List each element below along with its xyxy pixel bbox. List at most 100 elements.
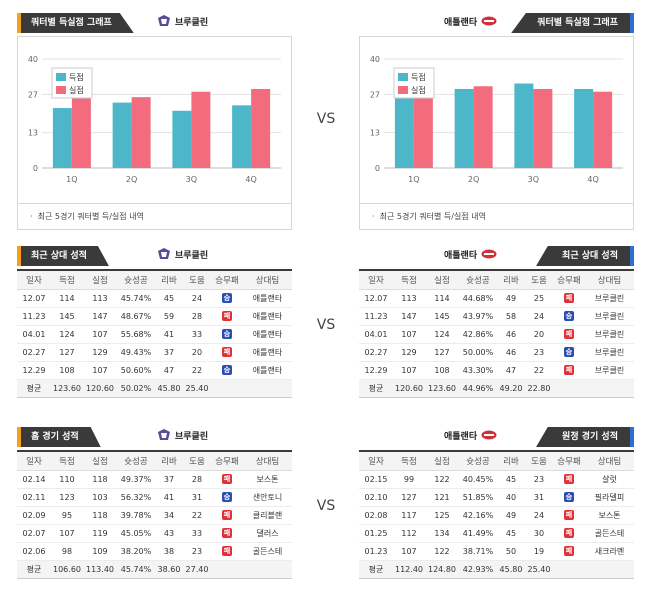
- home-header-6: 승무패: [211, 450, 243, 471]
- atlanta-logo-icon: [481, 249, 497, 259]
- average-row: 평균 120.60 123.60 44.96% 49.20 22.80: [359, 379, 634, 398]
- chart-note-text-left: 최근 5경기 쿼터별 득/실점 내역: [37, 212, 144, 221]
- x-tick-label: 4Q: [245, 175, 256, 184]
- bar-allowed: [191, 91, 211, 168]
- legend-label: 득점: [69, 72, 84, 82]
- recent-left-header-5: 도움: [183, 269, 211, 290]
- table-cell: 122: [425, 542, 459, 561]
- away-title: 원정 경기 성적: [536, 427, 634, 447]
- chart-panel-right: 애틀랜타 쿼터별 득실점 그래프 0 13 27 40 1Q 2Q 3Q 4Q 득점 실점 · 최…: [359, 10, 634, 230]
- table-cell: 12.29: [17, 361, 51, 380]
- table-cell: 45: [497, 524, 525, 543]
- recent-right-header-5: 도움: [525, 269, 553, 290]
- home-header-0: 일자: [17, 450, 51, 471]
- table-cell: 41: [155, 488, 183, 507]
- table-cell: 12.07: [17, 289, 51, 308]
- table-cell: 41: [155, 325, 183, 344]
- bar-score: [52, 108, 72, 168]
- lose-badge: 패: [564, 365, 574, 375]
- recent-right-header-4: 리바: [497, 269, 525, 290]
- table-cell: 애틀랜타: [243, 325, 292, 344]
- table-cell: 127: [425, 343, 459, 362]
- home-team-name: 브루클린: [175, 432, 209, 442]
- table-cell: 23: [525, 343, 553, 362]
- table-cell: 125: [425, 506, 459, 525]
- table-cell: 39.78%: [117, 506, 155, 525]
- table-cell: 33: [183, 524, 211, 543]
- average-cell: 106.60: [51, 560, 83, 579]
- vs-label-charts: VS: [316, 111, 336, 127]
- home-header-3: 슛성공: [117, 450, 155, 471]
- table-cell: 24: [525, 307, 553, 326]
- recent-table-left: 일자 득점 실점 슛성공 리바 도움 승무패 상대팀 12.07 114 113 45.74% 45 24…: [17, 269, 292, 398]
- table-cell: 114: [425, 289, 459, 308]
- x-tick-label: 3Q: [528, 175, 539, 184]
- table-row: 04.01 124 107 55.68% 41 33 승 애틀랜타: [17, 325, 292, 344]
- recent-header-left: 최근 상대 성적 브루클린: [17, 243, 292, 269]
- table-cell: 30: [525, 524, 553, 543]
- legend-label: 실점: [411, 85, 426, 95]
- average-row: 평균 106.60 113.40 45.74% 38.60 27.40: [17, 560, 292, 579]
- recent-panel-right: 애틀랜타 최근 상대 성적 일자 득점 실점 슛성공 리바 도움 승무패 상대팀 12.07 11…: [359, 243, 634, 398]
- win-badge: 승: [222, 492, 232, 502]
- table-cell: 클리블랜: [243, 506, 292, 525]
- table-cell: 02.11: [17, 488, 51, 507]
- table-cell: 20: [525, 325, 553, 344]
- table-cell: 99: [393, 470, 425, 489]
- result-cell: 패: [211, 542, 243, 561]
- average-cell: 평균: [359, 379, 393, 398]
- recent-team-name-right: 애틀랜타: [444, 251, 478, 261]
- result-cell: 승: [211, 289, 243, 308]
- table-cell: 56.32%: [117, 488, 155, 507]
- table-cell: 46: [497, 325, 525, 344]
- table-cell: 95: [51, 506, 83, 525]
- y-tick-label: 27: [28, 90, 38, 99]
- average-cell: 38.60: [155, 560, 183, 579]
- table-cell: 123: [51, 488, 83, 507]
- table-cell: 42.16%: [459, 506, 497, 525]
- table-cell: 114: [51, 289, 83, 308]
- recent-left-header-0: 일자: [17, 269, 51, 290]
- average-cell: 22.80: [525, 379, 553, 398]
- table-cell: 50: [497, 542, 525, 561]
- table-cell: 애틀랜타: [243, 361, 292, 380]
- recent-panel-left: 최근 상대 성적 브루클린 일자 득점 실점 슛성공 리바 도움 승무패 상대팀 12.07 11…: [17, 243, 292, 398]
- table-cell: 40.45%: [459, 470, 497, 489]
- table-cell: 50.60%: [117, 361, 155, 380]
- home-header-5: 도움: [183, 450, 211, 471]
- table-cell: 124: [51, 325, 83, 344]
- y-tick-label: 13: [370, 129, 380, 138]
- table-row: 12.07 114 113 45.74% 45 24 승 애틀랜타: [17, 289, 292, 308]
- x-tick-label: 2Q: [468, 175, 479, 184]
- chart-panel-left: 쿼터별 득실점 그래프 브루클린 0 13 27 40 1Q 2Q 3Q 4Q 득점 실점 · 최…: [17, 10, 292, 230]
- win-badge: 승: [222, 329, 232, 339]
- table-cell: 37: [155, 343, 183, 362]
- table-cell: 121: [425, 488, 459, 507]
- recent-team-name-left: 브루클린: [175, 251, 209, 261]
- average-cell: 평균: [359, 560, 393, 579]
- table-cell: 31: [183, 488, 211, 507]
- table-cell: 129: [83, 343, 117, 362]
- average-cell: 50.02%: [117, 379, 155, 398]
- chart-note-text-right: 최근 5경기 쿼터별 득/실점 내역: [379, 212, 486, 221]
- average-cell: 45.80: [155, 379, 183, 398]
- y-tick-label: 40: [28, 55, 38, 64]
- table-row: 02.07 107 119 45.05% 43 33 패 댈러스: [17, 524, 292, 543]
- table-cell: 47: [497, 361, 525, 380]
- recent-right-header-7: 상대팀: [585, 269, 634, 290]
- table-cell: 43: [155, 524, 183, 543]
- table-cell: 127: [393, 488, 425, 507]
- win-badge: 승: [564, 347, 574, 357]
- table-cell: 129: [393, 343, 425, 362]
- recent-title-left: 최근 상대 성적: [17, 246, 109, 266]
- average-cell: [243, 379, 292, 398]
- away-header-5: 도움: [525, 450, 553, 471]
- bar-score: [112, 102, 132, 168]
- lose-badge: 패: [222, 474, 232, 484]
- legend-swatch: [56, 73, 66, 81]
- recent-left-header-4: 리바: [155, 269, 183, 290]
- table-cell: 42.86%: [459, 325, 497, 344]
- lose-badge: 패: [564, 510, 574, 520]
- bar-score: [574, 88, 594, 168]
- table-cell: 애틀랜타: [243, 343, 292, 362]
